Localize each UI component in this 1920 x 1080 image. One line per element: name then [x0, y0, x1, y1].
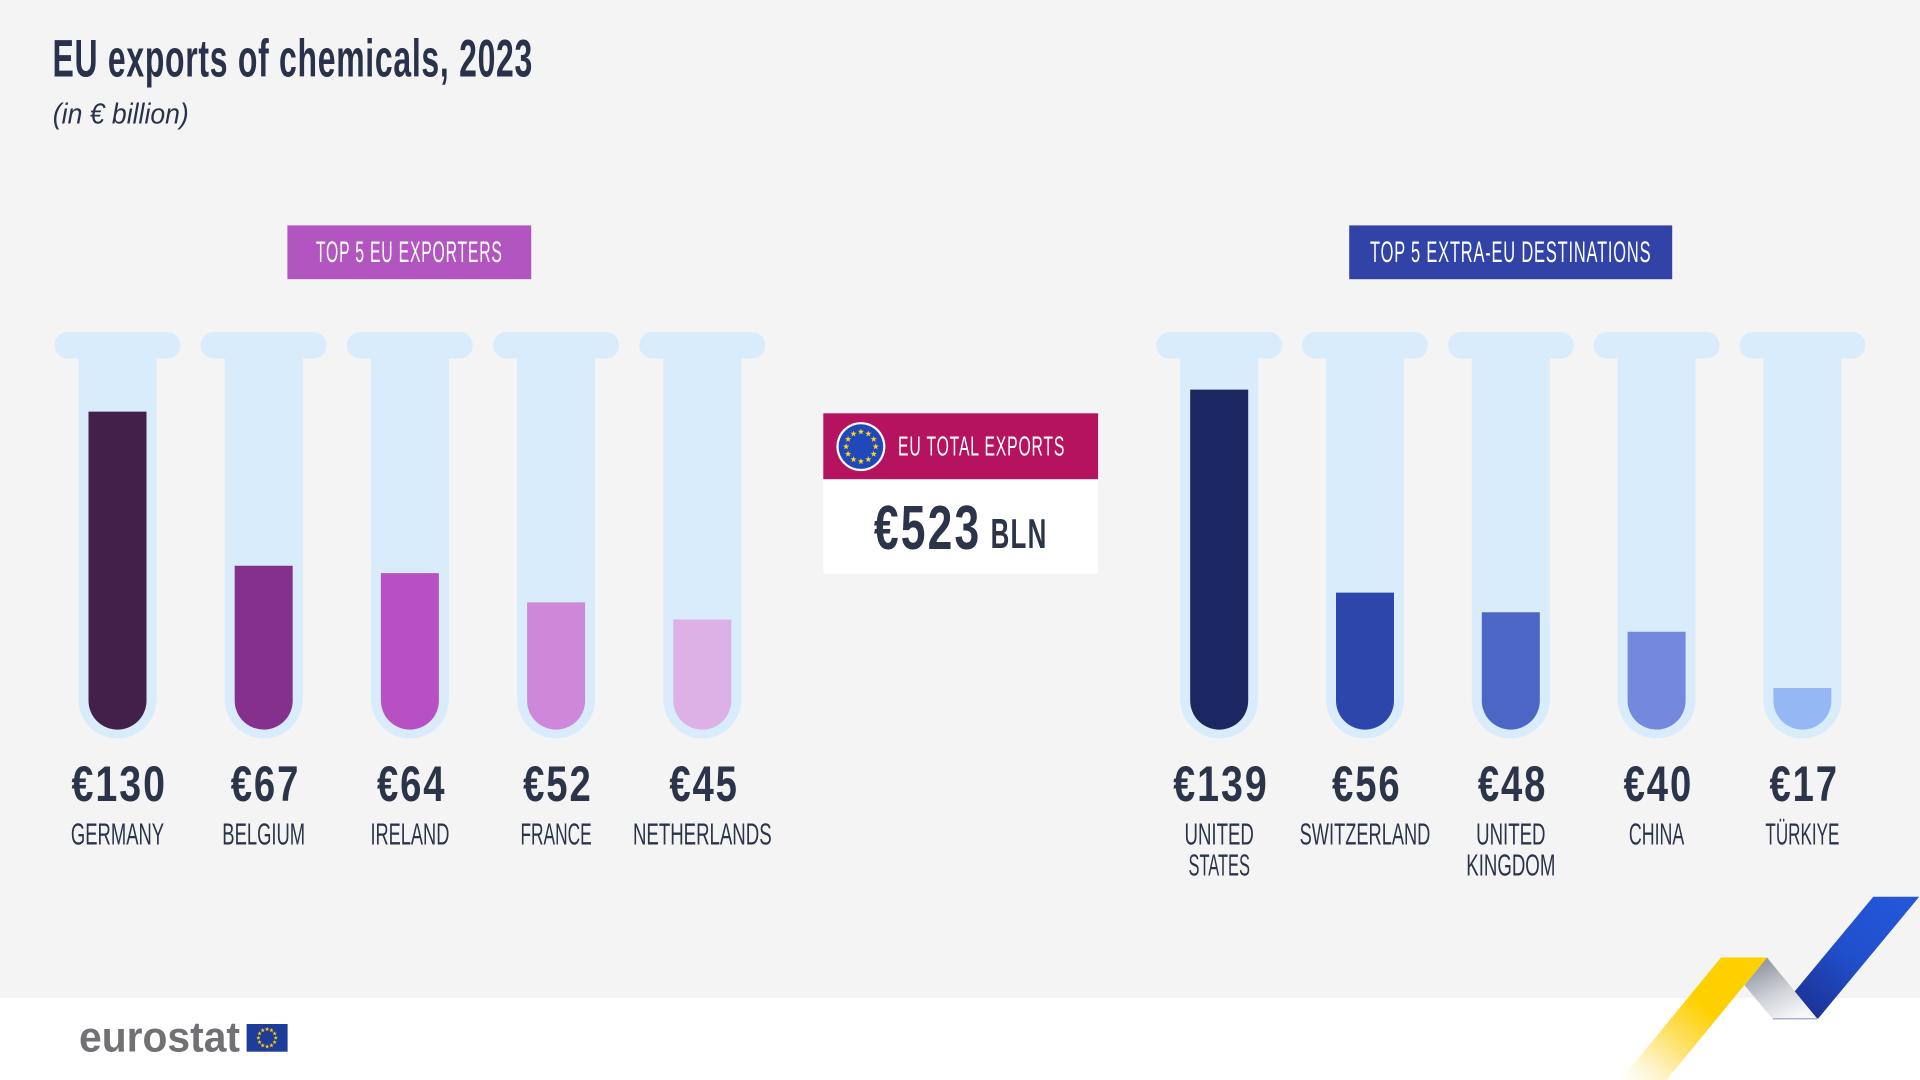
- svg-text:KINGDOM: KINGDOM: [1466, 850, 1555, 883]
- svg-text:EU TOTAL EXPORTS: EU TOTAL EXPORTS: [898, 431, 1065, 462]
- svg-text:UNITED: UNITED: [1185, 819, 1254, 852]
- svg-text:BELGIUM: BELGIUM: [222, 819, 305, 852]
- svg-text:€17: €17: [1769, 755, 1839, 812]
- svg-text:€45: €45: [669, 755, 739, 812]
- svg-text:€56: €56: [1332, 755, 1402, 812]
- svg-text:€64: €64: [377, 755, 447, 812]
- svg-text:BLN: BLN: [991, 510, 1048, 557]
- svg-text:TÜRKIYE: TÜRKIYE: [1765, 819, 1839, 852]
- svg-text:€40: €40: [1624, 755, 1694, 812]
- svg-text:€523: €523: [874, 494, 982, 563]
- svg-text:€67: €67: [231, 755, 301, 812]
- svg-text:GERMANY: GERMANY: [71, 819, 164, 852]
- svg-text:eurostat: eurostat: [79, 1014, 240, 1061]
- svg-text:NETHERLANDS: NETHERLANDS: [633, 819, 772, 852]
- svg-text:TOP 5 EU EXPORTERS: TOP 5 EU EXPORTERS: [316, 236, 503, 269]
- svg-text:UNITED: UNITED: [1476, 819, 1545, 852]
- svg-text:FRANCE: FRANCE: [520, 819, 591, 852]
- svg-text:EU exports of chemicals, 2023: EU exports of chemicals, 2023: [53, 30, 534, 89]
- svg-text:IRELAND: IRELAND: [370, 819, 449, 852]
- svg-text:€130: €130: [72, 755, 168, 812]
- svg-text:€52: €52: [523, 755, 593, 812]
- svg-text:STATES: STATES: [1189, 850, 1250, 883]
- svg-text:€48: €48: [1478, 755, 1548, 812]
- svg-text:TOP 5 EXTRA-EU DESTINATIONS: TOP 5 EXTRA-EU DESTINATIONS: [1370, 236, 1651, 269]
- svg-text:(in € billion): (in € billion): [53, 98, 189, 130]
- svg-text:CHINA: CHINA: [1629, 819, 1685, 852]
- svg-text:€139: €139: [1173, 755, 1269, 812]
- svg-text:SWITZERLAND: SWITZERLAND: [1300, 819, 1431, 852]
